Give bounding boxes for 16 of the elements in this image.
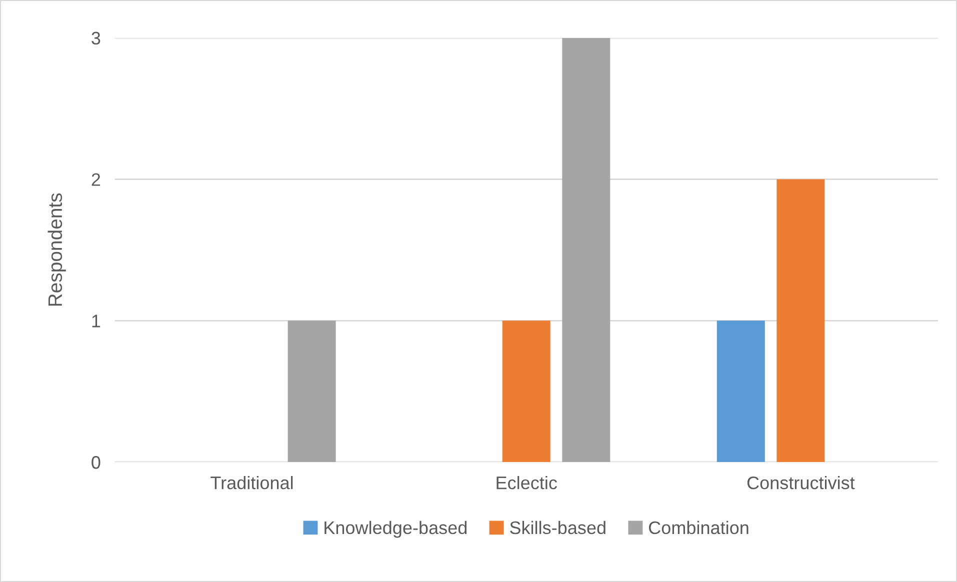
y-tick-label: 1 <box>92 314 100 328</box>
legend-label: Skills-based <box>510 520 606 534</box>
x-tick-label: Eclectic <box>496 476 557 490</box>
legend-label: Knowledge-based <box>324 520 467 538</box>
bar <box>288 320 336 462</box>
bar <box>502 320 550 462</box>
y-tick-label: 3 <box>92 32 100 45</box>
y-tick-label: 2 <box>92 173 100 186</box>
bar <box>776 179 825 462</box>
bar <box>562 38 610 462</box>
y-axis-title: Respondents <box>48 193 66 306</box>
y-tick-label: 0 <box>92 456 100 469</box>
bar <box>716 320 765 462</box>
x-tick-label: Constructivist <box>747 476 855 490</box>
legend-label: Combination <box>648 520 748 534</box>
x-tick-label: Traditional <box>210 476 293 490</box>
